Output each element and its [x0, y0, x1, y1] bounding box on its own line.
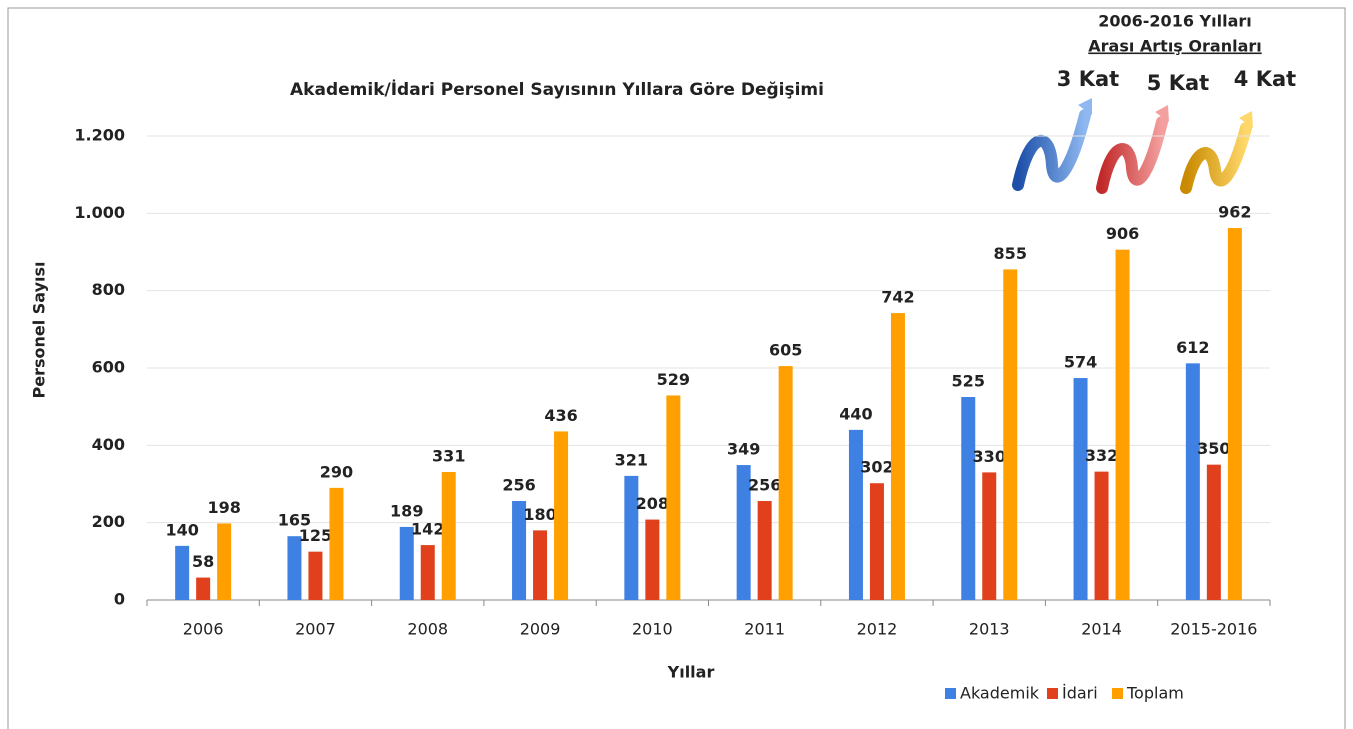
y-tick-label: 1.200 — [74, 126, 125, 145]
data-label: 440 — [839, 404, 872, 423]
annotation-heading: 2006-2016 Yılları — [1098, 12, 1251, 31]
bar — [196, 577, 211, 600]
x-tick-label: 2013 — [969, 620, 1010, 639]
annotation-item: 5 Kat — [1147, 71, 1209, 95]
data-label: 350 — [1197, 439, 1230, 458]
bar — [645, 519, 660, 600]
bar — [399, 526, 414, 600]
x-tick-label: 2011 — [744, 620, 785, 639]
data-label: 208 — [636, 494, 669, 513]
data-label: 330 — [973, 447, 1006, 466]
bar — [666, 395, 681, 600]
y-tick-label: 400 — [92, 435, 125, 454]
legend-swatch — [945, 688, 956, 699]
bar — [420, 545, 435, 600]
bar — [512, 501, 527, 600]
data-label: 612 — [1176, 338, 1209, 357]
annotation-heading: Arası Artış Oranları — [1088, 37, 1261, 56]
data-label: 302 — [860, 458, 893, 477]
data-label: 605 — [769, 341, 802, 360]
bar — [869, 483, 884, 600]
data-label: 855 — [994, 244, 1027, 263]
bar — [736, 465, 751, 600]
data-label: 142 — [411, 520, 444, 539]
legend-label: Akademik — [960, 684, 1040, 703]
x-tick-label: 2009 — [520, 620, 561, 639]
legend-label: İdari — [1062, 684, 1098, 703]
bar — [287, 536, 302, 600]
x-tick-label: 2012 — [857, 620, 898, 639]
data-label: 331 — [432, 447, 465, 466]
bar — [1115, 249, 1130, 600]
data-label: 574 — [1064, 353, 1097, 372]
data-label: 349 — [727, 440, 760, 459]
annotation-item: 4 Kat — [1234, 67, 1296, 91]
bar — [624, 475, 639, 600]
bar — [1003, 269, 1018, 600]
data-label: 180 — [523, 505, 556, 524]
arrow-icons — [1012, 98, 1253, 194]
bar — [533, 530, 548, 600]
frame — [7, 7, 1346, 729]
bar — [1094, 471, 1109, 600]
legend-swatch — [1047, 688, 1058, 699]
data-label: 321 — [615, 450, 648, 469]
data-label: 58 — [192, 552, 214, 571]
data-label: 906 — [1106, 224, 1139, 243]
annotation-item: 3 Kat — [1057, 67, 1119, 91]
y-tick-label: 1.000 — [74, 203, 125, 222]
y-axis-label: Personel Sayısı — [30, 261, 49, 398]
bar — [308, 551, 323, 600]
x-tick-label: 2010 — [632, 620, 673, 639]
bar — [175, 545, 190, 600]
bar — [757, 501, 772, 600]
bar — [778, 366, 793, 600]
x-tick-label: 2015-2016 — [1170, 620, 1257, 639]
bar — [848, 429, 863, 600]
data-label: 125 — [299, 526, 332, 545]
data-label: 256 — [502, 476, 535, 495]
bar — [554, 431, 569, 600]
bar — [441, 472, 456, 600]
data-label: 290 — [320, 462, 353, 481]
data-label: 436 — [544, 406, 577, 425]
x-tick-label: 2007 — [295, 620, 336, 639]
bar — [890, 313, 905, 600]
x-tick-label: 2014 — [1081, 620, 1122, 639]
data-label: 189 — [390, 501, 423, 520]
bar — [982, 472, 997, 600]
bar — [329, 487, 344, 600]
data-label: 529 — [657, 370, 690, 389]
y-tick-label: 600 — [92, 358, 125, 377]
data-label: 140 — [165, 520, 198, 539]
data-label: 525 — [952, 372, 985, 391]
data-label: 332 — [1085, 446, 1118, 465]
y-tick-label: 0 — [114, 590, 125, 609]
bar — [961, 397, 976, 600]
x-axis-label: Yıllar — [667, 663, 715, 682]
data-label: 165 — [278, 511, 311, 530]
data-label: 198 — [207, 498, 240, 517]
y-tick-label: 200 — [92, 512, 125, 531]
data-label: 256 — [748, 476, 781, 495]
bar — [217, 523, 232, 600]
legend-label: Toplam — [1126, 684, 1184, 703]
x-tick-label: 2006 — [183, 620, 224, 639]
legend-swatch — [1112, 688, 1123, 699]
chart-title: Akademik/İdari Personel Sayısının Yıllar… — [290, 78, 824, 100]
x-tick-label: 2008 — [407, 620, 448, 639]
bar — [1185, 363, 1200, 600]
bar — [1206, 464, 1221, 600]
y-tick-label: 800 — [92, 280, 125, 299]
bar — [1073, 378, 1088, 600]
data-label: 962 — [1218, 203, 1251, 222]
data-label: 742 — [881, 288, 914, 307]
bar — [1227, 228, 1242, 600]
